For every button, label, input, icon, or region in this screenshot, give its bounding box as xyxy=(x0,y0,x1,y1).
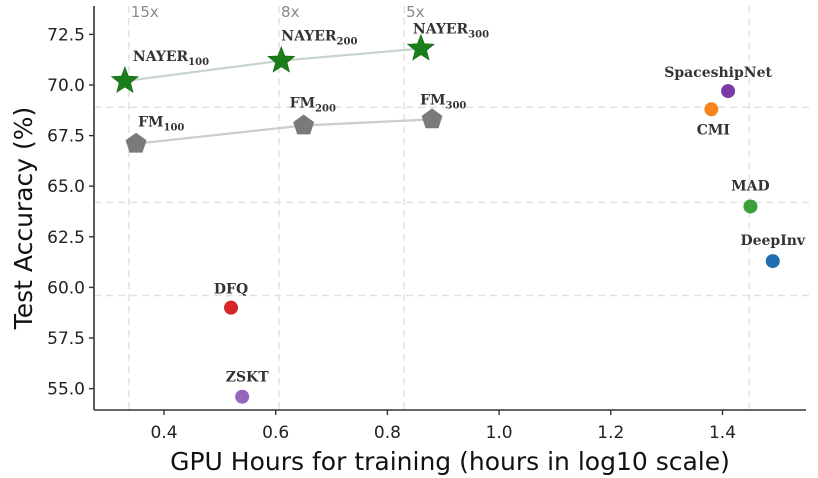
pentagon-marker-fm200 xyxy=(293,114,315,135)
star-marker-nayer100 xyxy=(110,66,139,93)
point-label-text: ZSKT xyxy=(226,370,269,386)
speedup-label: 5x xyxy=(406,3,425,21)
circle-marker-mad xyxy=(743,199,758,214)
point-label-text: NAYER xyxy=(413,22,469,38)
point-label-text: DeepInv xyxy=(740,233,805,249)
point-label-text: FM xyxy=(290,95,315,111)
point-label-fm200: FM200 xyxy=(290,95,336,114)
point-label-subscript: 200 xyxy=(337,37,358,48)
y-tick-label: 67.5 xyxy=(47,127,85,147)
reference-grid: 15x 8x 5x xyxy=(94,3,812,410)
pentagon-marker-fm300 xyxy=(421,108,443,129)
y-tick-label: 72.5 xyxy=(47,25,85,45)
point-label-text: NAYER xyxy=(133,49,189,65)
point-label-text: MAD xyxy=(731,178,770,194)
point-label-mad: MAD xyxy=(731,178,770,194)
y-tick-label: 62.5 xyxy=(47,228,85,248)
point-label-spaceshipnet: SpaceshipNet xyxy=(664,65,772,81)
point-label-subscript: 300 xyxy=(468,30,489,41)
speedup-label: 15x xyxy=(131,3,159,21)
point-label-text: SpaceshipNet xyxy=(664,65,772,81)
x-tick-label: 0.4 xyxy=(150,423,177,443)
y-tick-label: 70.0 xyxy=(47,76,85,96)
star-marker-nayer200 xyxy=(267,45,296,73)
speedup-label: 8x xyxy=(281,3,300,21)
point-label-subscript: 300 xyxy=(446,100,467,111)
star-marker-nayer300 xyxy=(406,33,435,61)
circle-marker-cmi xyxy=(704,102,719,117)
circle-marker-deepinv xyxy=(765,254,780,269)
y-tick-label: 60.0 xyxy=(47,278,85,298)
data-points xyxy=(110,33,780,404)
x-tick-label: 1.4 xyxy=(709,423,736,443)
circle-marker-spaceshipnet xyxy=(721,84,736,99)
x-tick-label: 0.8 xyxy=(374,423,401,443)
point-label-dfq: DFQ xyxy=(214,282,248,298)
axes: 0.4 0.6 0.8 1.0 1.2 1.4 55.0 57.5 60.0 62.5 65.0 67… xyxy=(47,6,806,443)
point-label-subscript: 200 xyxy=(315,103,336,114)
point-label-nayer100: NAYER100 xyxy=(133,49,209,68)
point-label-fm300: FM300 xyxy=(420,92,466,111)
circle-marker-zskt xyxy=(235,389,250,404)
pentagon-marker-fm100 xyxy=(125,132,147,153)
point-label-fm100: FM100 xyxy=(138,115,184,134)
x-tick-label: 0.6 xyxy=(262,423,289,443)
x-tick-label: 1.2 xyxy=(597,423,624,443)
point-label-zskt: ZSKT xyxy=(226,370,269,386)
y-tick-label: 57.5 xyxy=(47,329,85,349)
point-label-subscript: 100 xyxy=(188,57,209,68)
point-labels: NAYER100NAYER200NAYER300FM100FM200FM300S… xyxy=(133,22,806,386)
point-label-text: FM xyxy=(420,92,445,108)
point-label-text: FM xyxy=(138,115,163,131)
point-label-subscript: 100 xyxy=(164,123,185,134)
point-label-nayer300: NAYER300 xyxy=(413,22,489,41)
point-label-text: CMI xyxy=(697,122,730,138)
x-axis-title: GPU Hours for training (hours in log10 s… xyxy=(170,447,730,476)
point-label-deepinv: DeepInv xyxy=(740,233,805,249)
point-label-nayer200: NAYER200 xyxy=(281,29,357,48)
point-label-text: DFQ xyxy=(214,282,248,298)
point-label-text: NAYER xyxy=(281,29,337,45)
y-tick-label: 65.0 xyxy=(47,177,85,197)
circle-marker-dfq xyxy=(224,300,239,315)
x-tick-label: 1.0 xyxy=(486,423,513,443)
point-label-cmi: CMI xyxy=(697,122,730,138)
y-tick-label: 55.0 xyxy=(47,380,85,400)
y-axis-title: Test Accuracy (%) xyxy=(9,107,38,331)
